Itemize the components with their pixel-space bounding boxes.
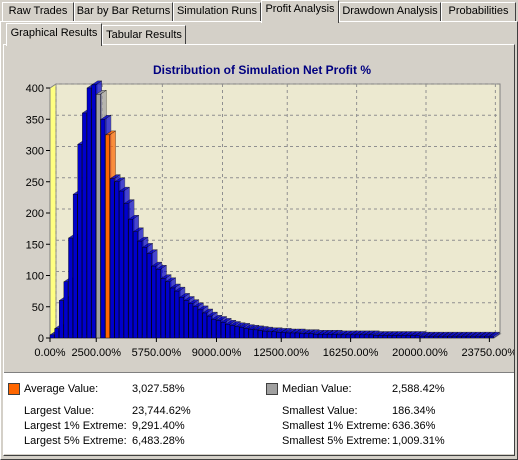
x-axis-ticks: 0.00% 2500.00% 5750.00% 9000.00% 12500.00% 16… <box>34 338 514 359</box>
y-tick-label: 350 <box>26 114 44 126</box>
y-tick-label: 300 <box>26 146 44 158</box>
smallest-5pct-label: Smallest 5% Extreme: <box>282 435 391 447</box>
tab-profit-analysis[interactable]: Profit Analysis <box>261 0 339 23</box>
median-value-label: Median Value: <box>282 383 352 395</box>
histogram-bar <box>488 331 501 339</box>
x-tick-label: 23750.00% <box>462 347 514 359</box>
y-tick-label: 200 <box>26 208 44 220</box>
median-value: 2,588.42% <box>392 383 445 395</box>
average-value: 3,027.58% <box>132 383 185 395</box>
largest-1pct-value: 9,291.40% <box>132 420 185 432</box>
smallest-value: 186.34% <box>392 405 436 417</box>
largest-value: 23,744.62% <box>132 405 191 417</box>
y-tick-label: 0 <box>38 333 44 345</box>
average-marker-swatch <box>8 383 20 395</box>
smallest-1pct-label: Smallest 1% Extreme: <box>282 420 391 432</box>
x-tick-label: 16250.00% <box>323 347 379 359</box>
tab-probabilities[interactable]: Probabilities <box>441 2 516 22</box>
x-tick-label: 2500.00% <box>71 347 121 359</box>
smallest-1pct-value: 636.36% <box>392 420 436 432</box>
x-tick-label: 20000.00% <box>392 347 448 359</box>
y-tick-label: 100 <box>26 271 44 283</box>
tab-bar-by-bar-returns[interactable]: Bar by Bar Returns <box>74 2 173 22</box>
plot-left-wall <box>49 83 57 339</box>
profit-distribution-chart: Distribution of Simulation Net Profit % … <box>26 63 514 359</box>
y-axis-ticks: 0 50 100 150 200 250 300 350 400 <box>26 83 50 345</box>
smallest-5pct-value: 1,009.31% <box>392 435 445 447</box>
main-tab-bar: Raw Trades Bar by Bar Returns Simulation… <box>0 0 518 23</box>
statistics-panel: Average Value: 3,027.58% Median Value: 2… <box>4 372 514 454</box>
y-tick-label: 50 <box>32 302 44 314</box>
tab-drawdown-analysis[interactable]: Drawdown Analysis <box>339 2 441 22</box>
y-tick-label: 400 <box>26 83 44 95</box>
smallest-value-label: Smallest Value: <box>282 405 358 417</box>
median-marker-swatch <box>266 383 278 395</box>
x-tick-label: 5750.00% <box>132 347 182 359</box>
x-tick-label: 12500.00% <box>253 347 309 359</box>
x-tick-label: 0.00% <box>34 347 65 359</box>
graphical-results-panel <box>3 44 515 456</box>
largest-5pct-label: Largest 5% Extreme: <box>24 435 127 447</box>
histogram-bars <box>49 80 501 339</box>
y-tick-label: 150 <box>26 239 44 251</box>
tab-simulation-runs[interactable]: Simulation Runs <box>173 2 261 22</box>
tab-tabular-results[interactable]: Tabular Results <box>102 25 186 45</box>
y-tick-label: 250 <box>26 177 44 189</box>
average-value-label: Average Value: <box>24 383 99 395</box>
tab-raw-trades[interactable]: Raw Trades <box>2 2 74 22</box>
x-tick-label: 9000.00% <box>192 347 242 359</box>
largest-5pct-value: 6,483.28% <box>132 435 185 447</box>
largest-1pct-label: Largest 1% Extreme: <box>24 420 127 432</box>
tab-graphical-results[interactable]: Graphical Results <box>6 23 102 46</box>
largest-value-label: Largest Value: <box>24 405 95 417</box>
chart-title: Distribution of Simulation Net Profit % <box>153 63 371 77</box>
